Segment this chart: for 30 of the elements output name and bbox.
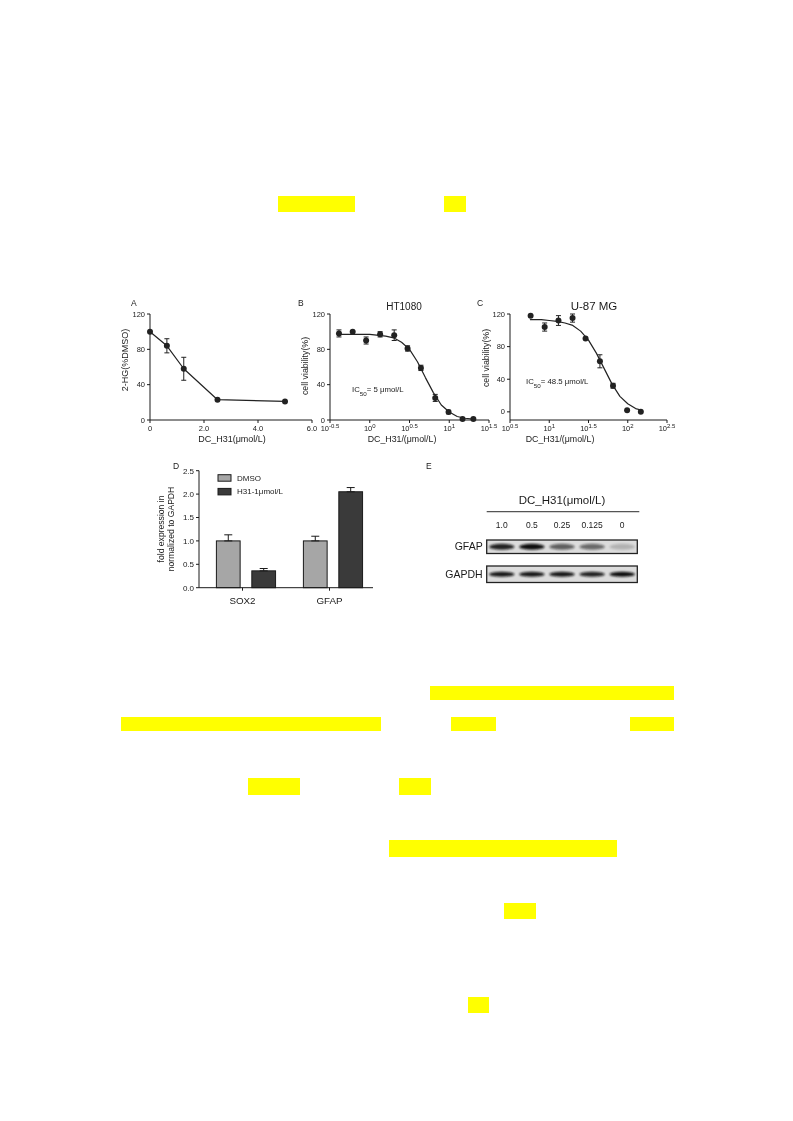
category-label: 0 (619, 520, 625, 531)
y-tick-label: 0.0 (182, 583, 195, 593)
y-tick-label: 0.5 (182, 560, 195, 570)
y-tick-label: 1.5 (182, 513, 195, 523)
category-label: 0.25 (553, 520, 571, 531)
text: DC_H31(μmol/L) (518, 494, 606, 506)
text: B (298, 298, 304, 308)
text: D (173, 461, 180, 471)
y-tick-label: 2.5 (182, 466, 195, 476)
y-axis-title: 2-HG(%DMSO) (120, 328, 131, 392)
text: C (477, 298, 484, 308)
y-tick-label: 1.0 (182, 536, 195, 546)
category-label: GAPDH (445, 567, 483, 580)
chart-title: HT1080 (386, 300, 423, 312)
y-tick-label: 2.0 (182, 489, 195, 499)
category-label: 0.5 (525, 520, 539, 531)
category-label: GFAP (454, 540, 483, 553)
x-axis-title: DC_H31/(μmol/L) (525, 434, 595, 444)
text: A (131, 298, 137, 308)
y-axis-title: cell viability(%) (481, 328, 492, 388)
x-tick-label: SOX2 (229, 595, 256, 607)
legend-label: DMSO (237, 473, 261, 483)
legend-label: H31-1μmol/L (237, 487, 284, 497)
category-label: 0.125 (581, 520, 604, 531)
chart-title: U-87 MG (570, 300, 618, 312)
x-axis-title: DC_H31(μmol/L) (198, 434, 266, 444)
text: E (426, 461, 432, 471)
x-axis-title: DC_H31/(μmol/L) (367, 434, 437, 444)
y-axis-title: fold expression in normalized to GAPDH (156, 486, 176, 572)
y-axis-title: cell viability(%) (300, 336, 311, 396)
